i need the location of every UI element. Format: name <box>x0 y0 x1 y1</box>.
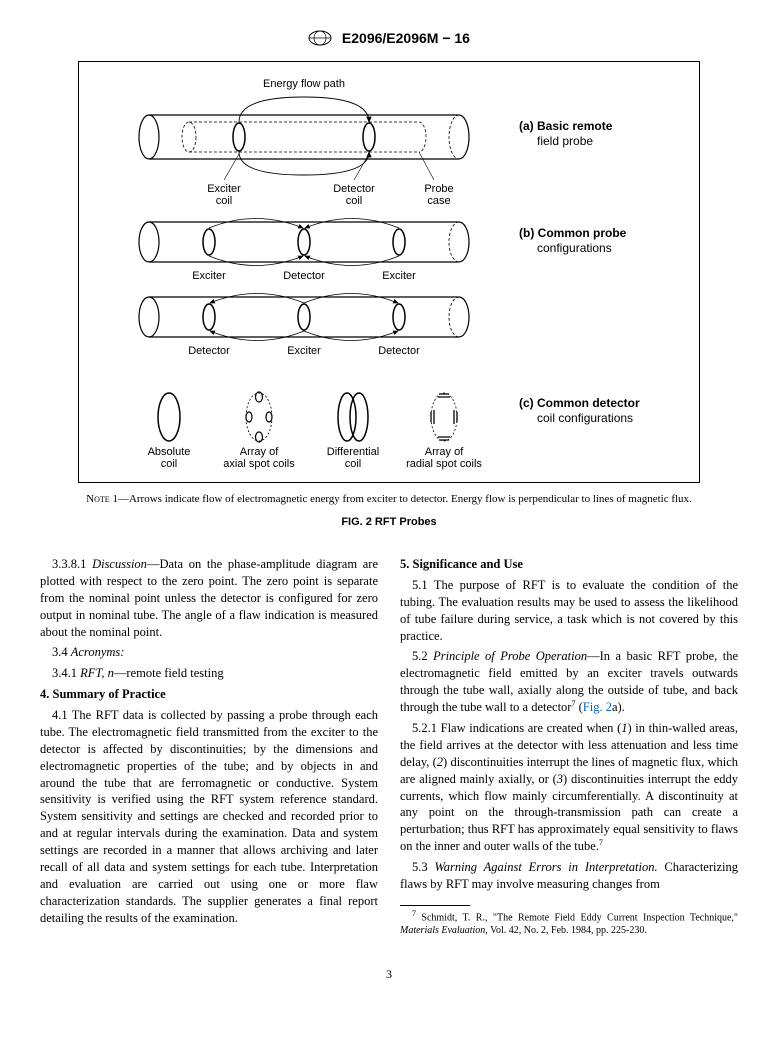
svg-text:Exciter: Exciter <box>382 270 416 282</box>
para-521: 5.2.1 Flaw indications are created when … <box>400 720 738 855</box>
page-header: E2096/E2096M − 16 <box>40 30 738 49</box>
svg-text:coil: coil <box>346 195 363 207</box>
note-text: 1—Arrows indicate flow of electromagneti… <box>110 493 692 505</box>
para-51: 5.1 The purpose of RFT is to evaluate th… <box>400 577 738 645</box>
svg-text:Differential: Differential <box>327 446 379 458</box>
panel-b-row2: Detector Exciter Detector <box>139 294 469 358</box>
figure-caption: FIG. 2 RFT Probes <box>40 516 738 528</box>
svg-text:Detector: Detector <box>378 345 420 357</box>
para-34: 3.4 Acronyms: <box>40 644 378 661</box>
svg-text:field probe: field probe <box>537 134 593 148</box>
figure-2-container: Energy flow path Exciter coil Detector c… <box>78 61 700 483</box>
para-341: 3.4.1 RFT, n—remote field testing <box>40 665 378 682</box>
svg-text:Detector: Detector <box>283 270 325 282</box>
section-4-heading: 4. Summary of Practice <box>40 686 378 703</box>
svg-text:coil: coil <box>216 195 233 207</box>
svg-text:Detector: Detector <box>333 183 375 195</box>
footnote-rule <box>400 905 470 906</box>
panel-c: Absolute coil Array of axial spot coils … <box>148 392 640 470</box>
fig2-link[interactable]: Fig. 2 <box>583 700 612 714</box>
svg-text:coil: coil <box>161 458 178 470</box>
para-3381: 3.3.8.1 Discussion—Data on the phase-amp… <box>40 556 378 640</box>
svg-text:Exciter: Exciter <box>287 345 321 357</box>
footnote-7: 7 Schmidt, T. R., "The Remote Field Eddy… <box>400 909 738 937</box>
para-53: 5.3 Warning Against Errors in Interpreta… <box>400 859 738 893</box>
svg-text:Array of: Array of <box>425 446 464 458</box>
note-prefix: Note <box>86 493 110 505</box>
svg-text:Probe: Probe <box>424 183 453 195</box>
para-41: 4.1 The RFT data is collected by passing… <box>40 707 378 926</box>
svg-text:coil: coil <box>345 458 362 470</box>
figure-note: Note 1—Arrows indicate flow of electroma… <box>40 493 738 505</box>
svg-text:axial spot coils: axial spot coils <box>223 458 295 470</box>
svg-text:coil configurations: coil configurations <box>537 411 633 425</box>
astm-logo-icon <box>308 30 332 49</box>
designation-text: E2096/E2096M − 16 <box>342 30 470 46</box>
svg-text:case: case <box>427 195 450 207</box>
page-number: 3 <box>40 967 738 982</box>
svg-text:Absolute: Absolute <box>148 446 191 458</box>
body-columns: 3.3.8.1 Discussion—Data on the phase-amp… <box>40 556 738 937</box>
svg-text:Energy flow path: Energy flow path <box>263 78 345 90</box>
svg-text:radial spot coils: radial spot coils <box>406 458 482 470</box>
svg-text:Exciter: Exciter <box>207 183 241 195</box>
panel-a: Energy flow path Exciter coil Detector c… <box>139 78 613 207</box>
section-5-heading: 5. Significance and Use <box>400 556 738 573</box>
svg-text:configurations: configurations <box>537 241 612 255</box>
svg-text:Array of: Array of <box>240 446 279 458</box>
svg-text:(a) Basic remote: (a) Basic remote <box>519 119 613 133</box>
panel-b-row1: Exciter Detector Exciter (b) Common prob… <box>139 219 627 283</box>
svg-text:(b) Common probe: (b) Common probe <box>519 226 627 240</box>
svg-text:Exciter: Exciter <box>192 270 226 282</box>
svg-text:Detector: Detector <box>188 345 230 357</box>
para-52: 5.2 Principle of Probe Operation—In a ba… <box>400 648 738 716</box>
svg-text:(c) Common detector: (c) Common detector <box>519 396 640 410</box>
